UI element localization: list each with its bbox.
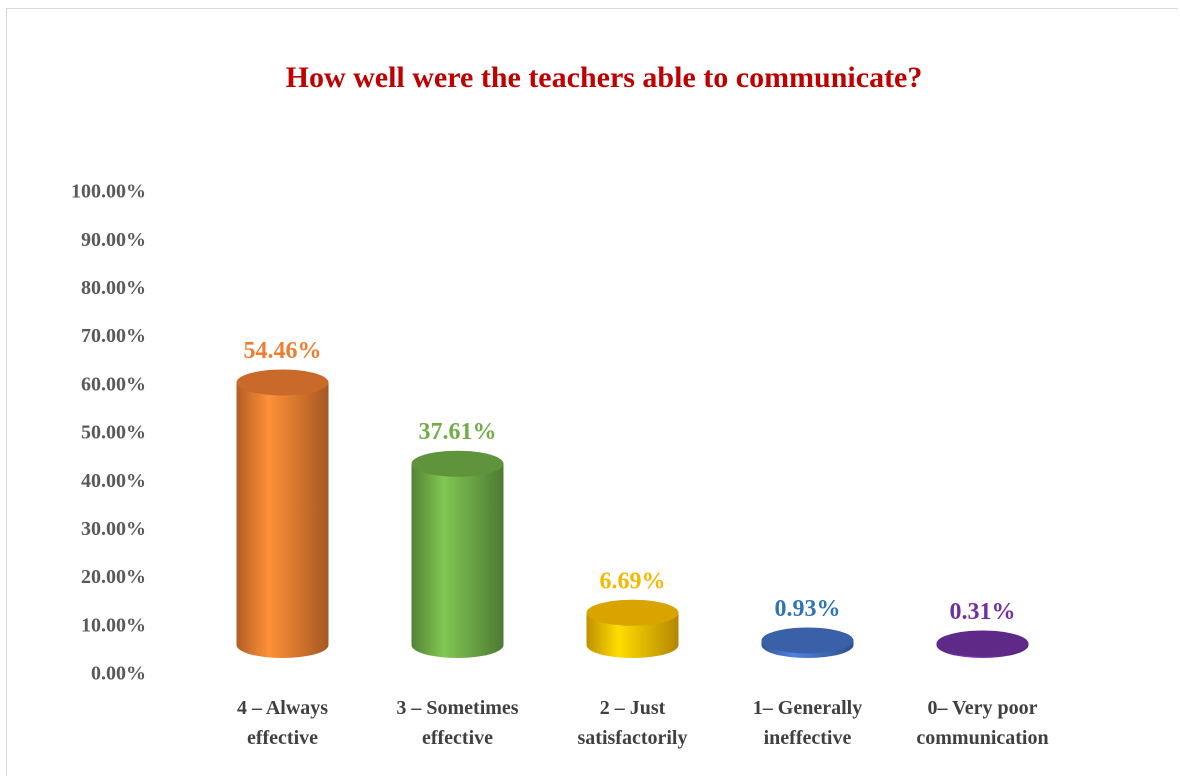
- y-tick-label: 0.00%: [91, 663, 146, 685]
- x-tick-label: 0– Very poor communication: [916, 697, 1049, 749]
- y-tick-label: 70.00%: [81, 325, 146, 347]
- chart-frame: [6, 8, 1178, 776]
- y-tick-label: 60.00%: [81, 373, 146, 395]
- value-label: 0.93%: [775, 596, 841, 622]
- bar: [936, 630, 1029, 658]
- bar-body: [411, 463, 504, 658]
- value-label: 6.69%: [600, 568, 666, 594]
- bar-top: [586, 599, 679, 626]
- y-tick-label: 10.00%: [81, 614, 146, 636]
- y-tick-label: 20.00%: [81, 566, 146, 588]
- bar: [586, 599, 679, 658]
- value-label: 37.61%: [419, 419, 497, 445]
- x-tick-label: 4 – Always effective: [236, 697, 329, 749]
- chart-title: How well were the teachers able to commu…: [286, 61, 923, 94]
- bar-body: [236, 382, 329, 658]
- y-tick-label: 50.00%: [81, 422, 146, 444]
- bar-top: [411, 450, 504, 477]
- bar-top: [936, 630, 1029, 657]
- bar-top: [761, 627, 854, 654]
- bar-body: [586, 612, 679, 658]
- y-tick-label: 90.00%: [81, 229, 146, 251]
- bar: [761, 627, 854, 658]
- y-tick-label: 80.00%: [81, 277, 146, 299]
- x-tick-label: 3 – Sometimes effective: [396, 697, 519, 749]
- x-tick-label: 1– Generally ineffective: [752, 697, 863, 749]
- y-tick-label: 40.00%: [81, 470, 146, 492]
- bar: [411, 450, 504, 658]
- bar-top: [236, 369, 329, 396]
- y-tick-label: 100.00%: [71, 181, 146, 203]
- bar: [236, 369, 329, 658]
- x-tick-label: 2 – Just satisfactorily: [577, 697, 688, 749]
- value-label: 0.31%: [950, 599, 1016, 625]
- y-tick-label: 30.00%: [81, 518, 146, 540]
- value-label: 54.46%: [244, 338, 322, 364]
